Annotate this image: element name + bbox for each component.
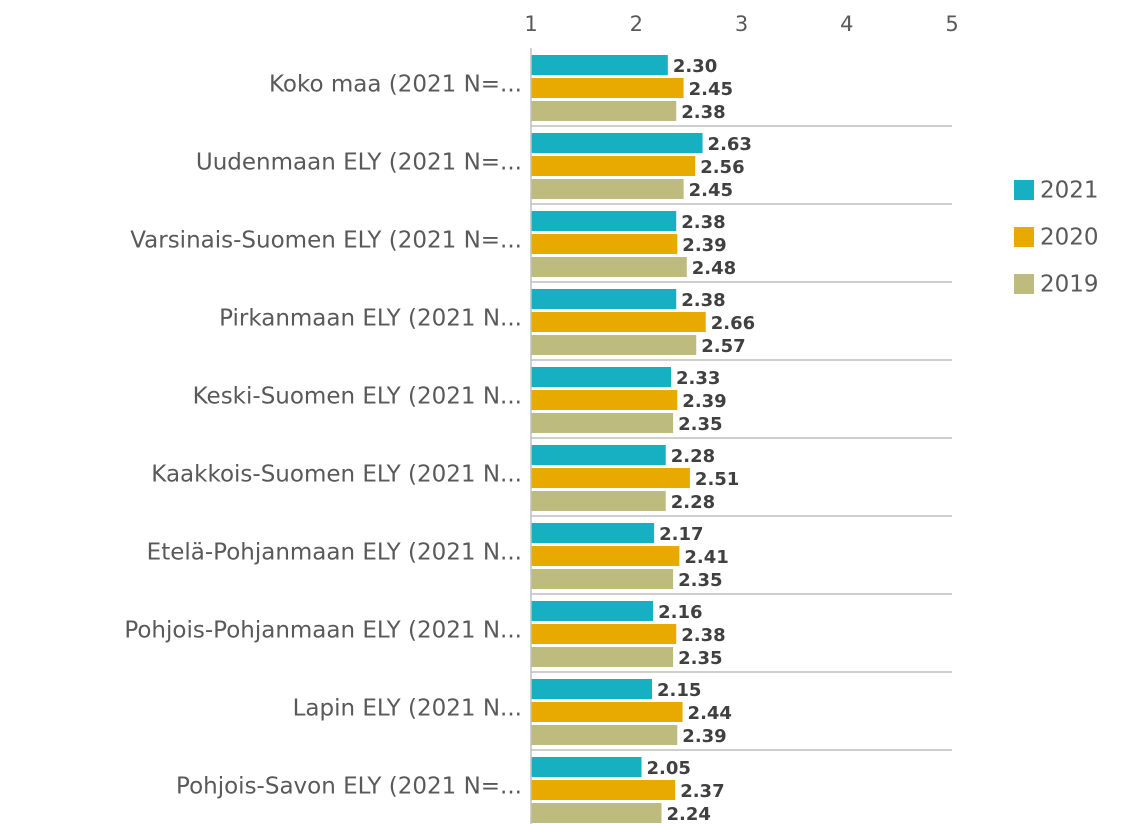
value-label: 2.39 bbox=[682, 391, 726, 412]
bar bbox=[531, 312, 706, 332]
value-label: 2.38 bbox=[681, 102, 725, 123]
value-label: 2.24 bbox=[667, 804, 711, 824]
value-label: 2.44 bbox=[688, 703, 732, 724]
value-label: 2.28 bbox=[671, 446, 715, 467]
x-tick-label: 5 bbox=[945, 12, 958, 36]
legend-swatch bbox=[1014, 180, 1034, 200]
value-label: 2.41 bbox=[684, 547, 728, 568]
bar bbox=[531, 55, 668, 75]
value-label: 2.17 bbox=[659, 524, 703, 545]
bar bbox=[531, 211, 677, 231]
category-label: Keski-Suomen ELY (2021 N... bbox=[193, 384, 522, 410]
bar bbox=[531, 257, 687, 277]
value-label: 2.28 bbox=[671, 492, 715, 513]
x-tick-label: 2 bbox=[630, 12, 643, 36]
bar bbox=[531, 546, 680, 566]
category-label: Uudenmaan ELY (2021 N=... bbox=[196, 150, 522, 176]
bar bbox=[531, 803, 662, 823]
bar bbox=[531, 101, 677, 121]
bar bbox=[531, 679, 653, 699]
bar bbox=[531, 624, 677, 644]
x-tick-label: 4 bbox=[840, 12, 853, 36]
bar bbox=[531, 491, 666, 511]
value-label: 2.37 bbox=[680, 781, 724, 802]
category-label: Koko maa (2021 N=... bbox=[269, 72, 522, 98]
bar bbox=[531, 725, 678, 745]
bar bbox=[531, 647, 674, 667]
legend-label: 2020 bbox=[1040, 225, 1099, 251]
category-label: Pohjois-Savon ELY (2021 N=... bbox=[176, 774, 522, 800]
bar bbox=[531, 289, 677, 309]
value-label: 2.30 bbox=[673, 56, 717, 77]
value-label: 2.35 bbox=[678, 648, 722, 669]
value-label: 2.45 bbox=[689, 180, 733, 201]
bar bbox=[531, 569, 674, 589]
category-label: Etelä-Pohjanmaan ELY (2021 N... bbox=[147, 540, 522, 566]
x-tick-label: 1 bbox=[524, 12, 537, 36]
category-label: Lapin ELY (2021 N... bbox=[293, 696, 522, 722]
bar bbox=[531, 780, 676, 800]
value-label: 2.39 bbox=[682, 235, 726, 256]
value-label: 2.66 bbox=[711, 313, 755, 334]
value-label: 2.38 bbox=[681, 290, 725, 311]
bar bbox=[531, 78, 684, 98]
bar bbox=[531, 133, 703, 153]
value-label: 2.45 bbox=[689, 79, 733, 100]
value-label: 2.35 bbox=[678, 414, 722, 435]
value-label: 2.51 bbox=[695, 469, 739, 490]
legend-swatch bbox=[1014, 227, 1034, 247]
bar bbox=[531, 335, 697, 355]
value-label: 2.38 bbox=[681, 212, 725, 233]
bar bbox=[531, 413, 674, 433]
legend-label: 2019 bbox=[1040, 272, 1099, 298]
bar bbox=[531, 702, 683, 722]
value-label: 2.56 bbox=[700, 157, 744, 178]
bar bbox=[531, 367, 671, 387]
category-label: Kaakkois-Suomen ELY (2021 N... bbox=[151, 462, 522, 488]
bar bbox=[531, 468, 690, 488]
value-label: 2.35 bbox=[678, 570, 722, 591]
bar bbox=[531, 601, 654, 621]
bar bbox=[531, 523, 655, 543]
value-label: 2.63 bbox=[708, 134, 752, 155]
value-label: 2.48 bbox=[692, 258, 736, 279]
bar bbox=[531, 179, 684, 199]
bar bbox=[531, 757, 642, 777]
bar bbox=[531, 390, 678, 410]
value-label: 2.33 bbox=[676, 368, 720, 389]
bar bbox=[531, 234, 678, 254]
value-label: 2.39 bbox=[682, 726, 726, 747]
bar bbox=[531, 156, 696, 176]
value-label: 2.38 bbox=[681, 625, 725, 646]
category-label: Pirkanmaan ELY (2021 N... bbox=[219, 306, 522, 332]
category-label: Varsinais-Suomen ELY (2021 N=... bbox=[130, 228, 522, 254]
value-label: 2.57 bbox=[701, 336, 745, 357]
bar bbox=[531, 445, 666, 465]
category-label: Pohjois-Pohjanmaan ELY (2021 N... bbox=[124, 618, 522, 644]
value-label: 2.16 bbox=[658, 602, 702, 623]
legend-label: 2021 bbox=[1040, 178, 1099, 204]
value-label: 2.15 bbox=[657, 680, 701, 701]
value-label: 2.05 bbox=[647, 758, 691, 779]
x-tick-label: 3 bbox=[735, 12, 748, 36]
legend-swatch bbox=[1014, 274, 1034, 294]
